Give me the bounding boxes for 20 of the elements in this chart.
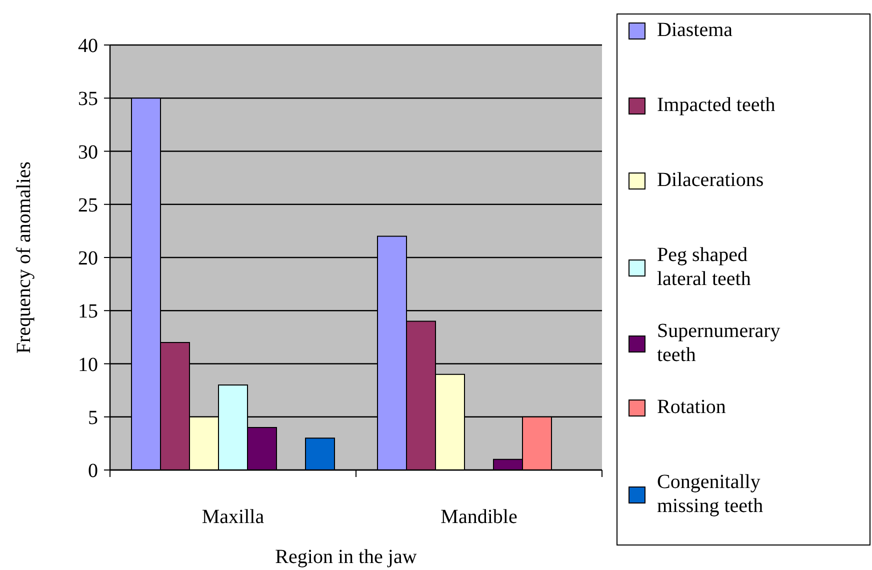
y-tick-label: 40 (78, 35, 98, 57)
y-tick-label: 10 (78, 354, 98, 376)
y-tick-label: 15 (78, 300, 98, 323)
y-tick-label: 30 (78, 141, 98, 164)
legend-label: Diastema (657, 19, 733, 41)
y-tick-label: 5 (88, 406, 98, 429)
legend-label: Supernumerary teeth (657, 320, 780, 366)
y-axis-title: Frequency of anomalies (13, 161, 35, 354)
y-tick-label: 35 (78, 88, 98, 110)
y-tick-label: 20 (78, 248, 98, 270)
legend-label: Peg shaped lateral teeth (657, 244, 751, 290)
legend-label: Dilacerations (657, 169, 764, 191)
x-tick-label: Maxilla (202, 506, 264, 528)
legend-label: Congenitally missing teeth (657, 471, 764, 517)
x-tick-label: Mandible (440, 506, 518, 528)
x-axis-title: Region in the jaw (275, 546, 418, 568)
legend-label: Impacted teeth (657, 94, 776, 116)
y-tick-label: 0 (88, 460, 98, 482)
legend-label: Rotation (657, 396, 726, 418)
y-tick-label: 25 (78, 194, 98, 216)
